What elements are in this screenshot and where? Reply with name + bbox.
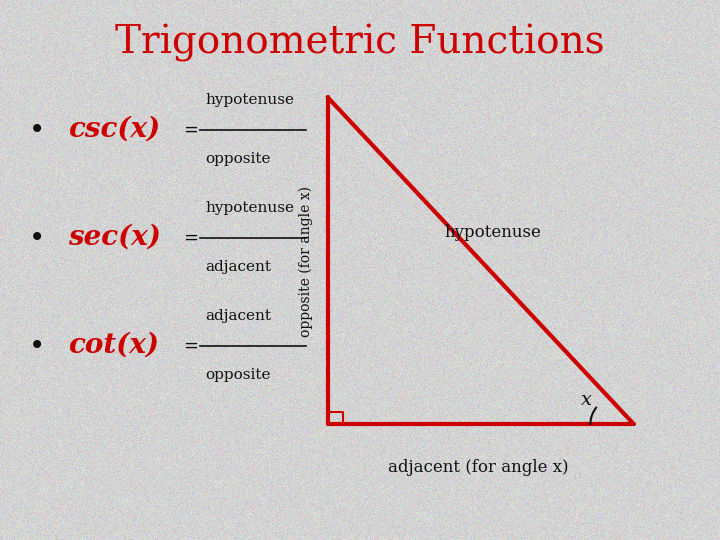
Text: =: = (184, 336, 199, 355)
Text: adjacent: adjacent (205, 260, 271, 274)
Text: =: = (184, 120, 199, 139)
Text: opposite: opposite (205, 152, 271, 166)
Text: opposite: opposite (205, 368, 271, 382)
Text: hypotenuse: hypotenuse (445, 224, 541, 241)
Text: hypotenuse: hypotenuse (205, 201, 294, 215)
Text: Trigonometric Functions: Trigonometric Functions (115, 24, 605, 62)
Text: x: x (581, 390, 593, 409)
Text: •: • (29, 224, 45, 252)
Text: adjacent (for angle x): adjacent (for angle x) (389, 458, 569, 476)
Text: •: • (29, 332, 45, 360)
Text: adjacent: adjacent (205, 309, 271, 323)
Text: opposite (for angle x): opposite (for angle x) (299, 186, 313, 338)
Text: csc(x): csc(x) (68, 116, 161, 143)
Text: hypotenuse: hypotenuse (205, 93, 294, 107)
Text: =: = (184, 228, 199, 247)
Text: cot(x): cot(x) (68, 332, 159, 359)
Text: sec(x): sec(x) (68, 224, 161, 251)
Text: •: • (29, 116, 45, 144)
